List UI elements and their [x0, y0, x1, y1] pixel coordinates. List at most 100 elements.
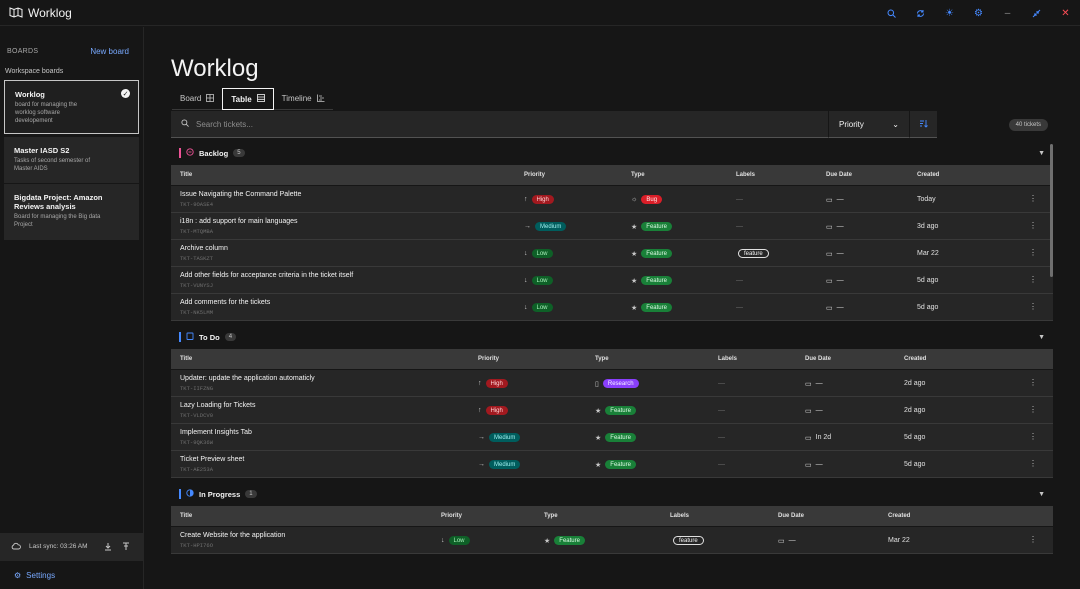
column-labels[interactable]: Labels [736, 172, 756, 178]
labels-cell: — [718, 380, 725, 387]
column-labels[interactable]: Labels [670, 513, 690, 519]
sort-button[interactable] [909, 111, 937, 138]
settings-icon[interactable]: ⚙ [974, 7, 983, 19]
ticket-id: TKT-VLDCV0 [180, 412, 214, 419]
board-card-worklog[interactable]: Worklog board for managing the worklog s… [4, 80, 139, 134]
table-icon [256, 94, 265, 104]
table-row[interactable]: i18n : add support for main languages TK… [171, 213, 1053, 240]
table-row[interactable]: Archive column TKT-TASKZT ↓ Low ★ Feature … [171, 240, 1053, 267]
table-row[interactable]: Add comments for the tickets TKT-NK5LMM … [171, 294, 1053, 321]
new-board-button[interactable]: New board [90, 47, 129, 56]
tab-timeline[interactable]: Timeline [273, 88, 333, 110]
due-date: — [836, 196, 844, 203]
overflow-menu-icon[interactable]: ⋮ [1029, 535, 1037, 544]
created-date: Mar 22 [917, 250, 939, 257]
settings-link[interactable]: ⚙ Settings [14, 571, 55, 580]
column-type[interactable]: Type [595, 356, 609, 362]
tab-board[interactable]: Board [172, 88, 223, 110]
priority-tag: Low [531, 303, 553, 312]
chevron-down-icon[interactable]: ▼ [1038, 149, 1045, 157]
priority-tag: Medium [535, 222, 567, 231]
table-row[interactable]: Ticket Preview sheet TKT-AE253A → Medium … [171, 451, 1053, 478]
table-row[interactable]: Add other fields for acceptance criteria… [171, 267, 1053, 294]
table-row[interactable]: Create Website for the application TKT-H… [171, 527, 1053, 554]
type-tag: Bug [641, 195, 663, 204]
column-labels[interactable]: Labels [718, 356, 738, 362]
sync-icon[interactable] [906, 0, 935, 26]
priority-dropdown[interactable]: Priority ⌄ [828, 111, 909, 138]
group-color-bar [179, 489, 181, 499]
group-color-bar [179, 332, 181, 342]
table-row[interactable]: Updater: update the application automati… [171, 370, 1053, 397]
pin-icon[interactable] [122, 542, 130, 553]
table-row[interactable]: Implement Insights Tab TKT-9QK36W → Mediu… [171, 424, 1053, 451]
group-header-in-progress[interactable]: In Progress 1 ▼ [171, 480, 1053, 508]
group-name: To Do [199, 332, 220, 342]
ticket-title: Add other fields for acceptance criteria… [180, 272, 354, 279]
priority-tag: High [485, 406, 508, 415]
column-created[interactable]: Created [904, 356, 927, 362]
board-title: Master IASD S2 [14, 146, 70, 155]
board-icon [206, 93, 215, 104]
last-sync-text: Last sync: 03:26 AM [29, 543, 88, 550]
board-description: Tasks of second semester of Master AIDS [14, 158, 91, 172]
column-priority[interactable]: Priority [524, 172, 546, 178]
scrollbar[interactable] [1050, 144, 1053, 277]
overflow-menu-icon[interactable]: ⋮ [1029, 405, 1037, 414]
overflow-menu-icon[interactable]: ⋮ [1029, 194, 1037, 203]
ticket-title: Add comments for the tickets [180, 299, 271, 306]
tab-table[interactable]: Table [222, 88, 274, 110]
ticket-title: Lazy Loading for Tickets [180, 402, 256, 409]
column-created[interactable]: Created [917, 172, 940, 178]
column-title[interactable]: Title [180, 513, 193, 519]
search-icon[interactable] [877, 0, 906, 26]
board-description: Board for managing the Big data Project [14, 214, 101, 228]
overflow-menu-icon[interactable]: ⋮ [1029, 221, 1037, 230]
overflow-menu-icon[interactable]: ⋮ [1029, 432, 1037, 441]
chevron-down-icon[interactable]: ▼ [1038, 333, 1045, 341]
column-title[interactable]: Title [180, 172, 193, 178]
theme-icon[interactable]: ☀ [945, 7, 954, 19]
table-row[interactable]: Lazy Loading for Tickets TKT-VLDCV0 ↑ Hig… [171, 397, 1053, 424]
chevron-down-icon[interactable]: ▼ [1038, 490, 1045, 498]
overflow-menu-icon[interactable]: ⋮ [1029, 378, 1037, 387]
overflow-menu-icon[interactable]: ⋮ [1029, 248, 1037, 257]
column-priority[interactable]: Priority [441, 513, 463, 519]
search-input[interactable]: Search tickets... [171, 111, 828, 138]
star-icon: ★ [631, 250, 638, 258]
table-row[interactable]: Issue Navigating the Command Palette TKT… [171, 186, 1053, 213]
tab-label: Board [180, 94, 202, 103]
overflow-menu-icon[interactable]: ⋮ [1029, 275, 1037, 284]
board-title: Worklog [15, 90, 45, 99]
column-title[interactable]: Title [180, 356, 193, 362]
group-header-todo[interactable]: To Do 4 ▼ [171, 323, 1053, 351]
search-placeholder: Search tickets... [196, 119, 253, 129]
due-date: — [815, 380, 823, 387]
type-tag: Research [602, 379, 639, 388]
column-due-date[interactable]: Due Date [826, 172, 853, 178]
minimize-icon[interactable]: – [1004, 7, 1011, 19]
board-card-master[interactable]: Master IASD S2 Tasks of second semester … [4, 137, 139, 183]
close-icon[interactable]: ✕ [1061, 7, 1070, 19]
star-icon: ★ [631, 223, 638, 231]
board-card-bigdata[interactable]: Bigdata Project: Amazon Reviews analysis… [4, 184, 139, 240]
group-header-backlog[interactable]: Backlog 5 ▼ [171, 139, 1053, 167]
column-type[interactable]: Type [631, 172, 645, 178]
column-created[interactable]: Created [888, 513, 911, 519]
sort-icon [919, 119, 928, 130]
column-due-date[interactable]: Due Date [778, 513, 805, 519]
boards-label: BOARDS [7, 48, 39, 55]
shrink-icon[interactable] [1022, 0, 1051, 26]
arrow-down-icon: ↓ [524, 250, 528, 257]
calendar-icon: ▭ [826, 196, 833, 204]
star-icon: ★ [595, 434, 602, 442]
column-type[interactable]: Type [544, 513, 558, 519]
ticket-id: TKT-HPI76O [180, 542, 214, 549]
download-icon[interactable] [104, 542, 112, 553]
column-priority[interactable]: Priority [478, 356, 500, 362]
bookmark-icon: ▯ [595, 380, 599, 388]
overflow-menu-icon[interactable]: ⋮ [1029, 302, 1037, 311]
calendar-icon: ▭ [805, 407, 812, 415]
column-due-date[interactable]: Due Date [805, 356, 832, 362]
overflow-menu-icon[interactable]: ⋮ [1029, 459, 1037, 468]
